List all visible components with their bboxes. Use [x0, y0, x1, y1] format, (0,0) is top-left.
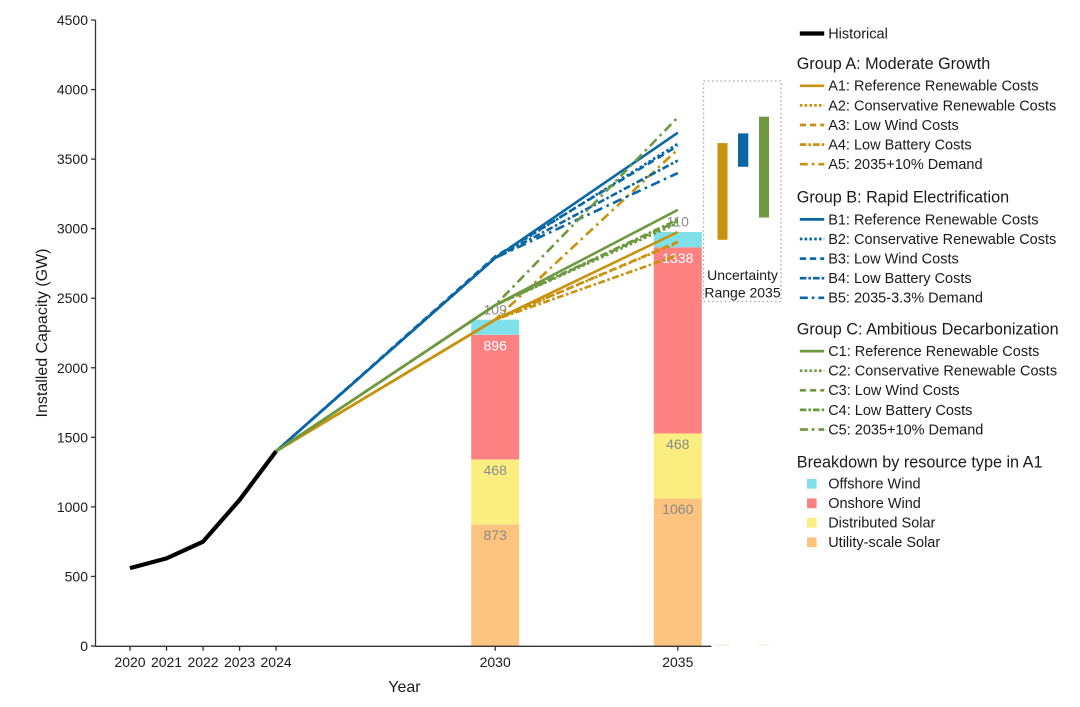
svg-text:B2: Conservative Renewable Cos: B2: Conservative Renewable Costs — [828, 232, 1056, 248]
svg-text:2000: 2000 — [57, 360, 88, 376]
svg-text:B4: Low Battery Costs: B4: Low Battery Costs — [828, 271, 971, 287]
svg-text:3500: 3500 — [57, 151, 88, 167]
svg-text:C4: Low Battery Costs: C4: Low Battery Costs — [828, 403, 972, 419]
svg-text:1500: 1500 — [57, 429, 88, 445]
svg-text:2500: 2500 — [57, 290, 88, 306]
svg-text:1338: 1338 — [662, 250, 693, 266]
svg-text:B5: 2035-3.3% Demand: B5: 2035-3.3% Demand — [828, 291, 983, 307]
svg-text:109: 109 — [484, 301, 508, 317]
svg-text:A2: Conservative Renewable Cos: A2: Conservative Renewable Costs — [828, 98, 1056, 114]
svg-text:3000: 3000 — [57, 221, 88, 237]
svg-text:2030: 2030 — [480, 654, 511, 670]
svg-text:2022: 2022 — [187, 654, 218, 670]
svg-text:Group B: Rapid Electrification: Group B: Rapid Electrification — [797, 189, 1009, 207]
svg-text:2035: 2035 — [662, 654, 693, 670]
svg-text:Installed Capacity (GW): Installed Capacity (GW) — [34, 249, 51, 418]
svg-text:B1: Reference Renewable Costs: B1: Reference Renewable Costs — [828, 212, 1038, 228]
svg-text:B3: Low Wind Costs: B3: Low Wind Costs — [828, 252, 959, 268]
svg-text:Uncertainty: Uncertainty — [707, 267, 778, 283]
svg-text:468: 468 — [666, 436, 690, 452]
svg-text:2021: 2021 — [151, 654, 182, 670]
svg-text:C2: Conservative Renewable Cos: C2: Conservative Renewable Costs — [828, 364, 1057, 380]
svg-text:A4: Low Battery Costs: A4: Low Battery Costs — [828, 138, 971, 154]
svg-text:468: 468 — [484, 462, 508, 478]
svg-text:Distributed Solar: Distributed Solar — [828, 516, 935, 532]
svg-text:C3: Low Wind Costs: C3: Low Wind Costs — [828, 383, 959, 399]
svg-text:873: 873 — [484, 527, 508, 543]
svg-text:A5: 2035+10% Demand: A5: 2035+10% Demand — [828, 157, 982, 173]
svg-text:2024: 2024 — [261, 654, 292, 670]
svg-text:4000: 4000 — [57, 82, 88, 98]
svg-text:2020: 2020 — [114, 654, 145, 670]
svg-text:1000: 1000 — [57, 499, 88, 515]
svg-text:0: 0 — [80, 638, 88, 654]
svg-text:A3: Low Wind Costs: A3: Low Wind Costs — [828, 118, 959, 134]
svg-text:C5: 2035+10% Demand: C5: 2035+10% Demand — [828, 422, 983, 438]
svg-text:Year: Year — [388, 679, 421, 696]
svg-text:C1: Reference Renewable Costs: C1: Reference Renewable Costs — [828, 344, 1039, 360]
svg-text:Offshore Wind: Offshore Wind — [828, 477, 920, 493]
svg-text:1060: 1060 — [662, 501, 693, 517]
svg-text:Breakdown by resource type in: Breakdown by resource type in A1 — [797, 453, 1043, 471]
svg-text:896: 896 — [484, 337, 508, 353]
svg-text:Group C: Ambitious Decarboniza: Group C: Ambitious Decarbonization — [797, 320, 1059, 338]
svg-text:Onshore Wind: Onshore Wind — [828, 496, 921, 512]
svg-text:2023: 2023 — [224, 654, 255, 670]
svg-text:Group A: Moderate Growth: Group A: Moderate Growth — [797, 55, 990, 73]
svg-text:Historical: Historical — [828, 26, 888, 42]
svg-text:Range 2035: Range 2035 — [704, 285, 781, 301]
svg-text:4500: 4500 — [57, 12, 88, 28]
svg-text:A1: Reference Renewable Costs: A1: Reference Renewable Costs — [828, 79, 1038, 95]
svg-text:500: 500 — [65, 568, 89, 584]
svg-text:Utility-scale Solar: Utility-scale Solar — [828, 535, 940, 551]
